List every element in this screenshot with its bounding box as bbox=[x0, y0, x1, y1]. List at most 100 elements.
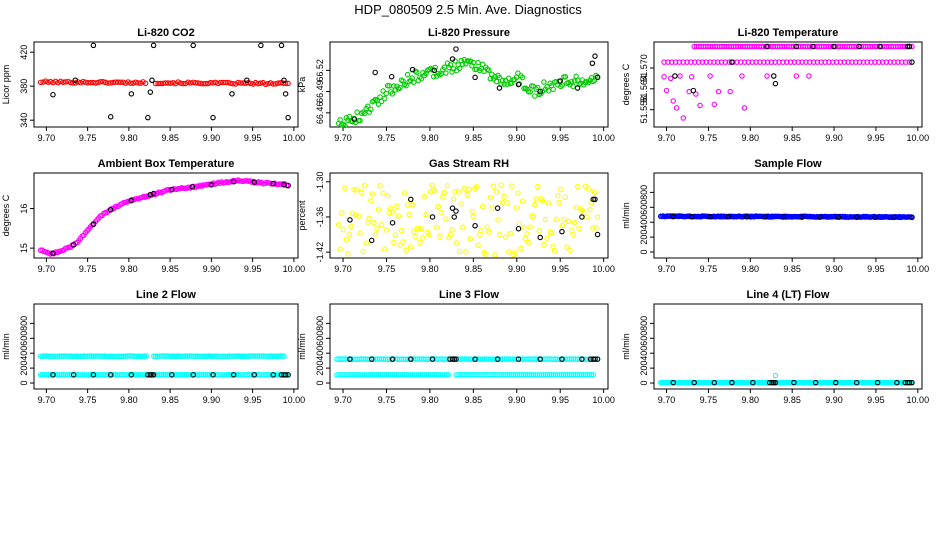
panel5-point-main bbox=[570, 231, 576, 238]
panel5-point-main bbox=[400, 239, 406, 245]
panel9-point-outliers bbox=[691, 379, 697, 386]
panel3-x-tick-label: 10.00 bbox=[907, 133, 930, 143]
panel7-point-upper bbox=[192, 353, 199, 360]
panel4-point-outliers bbox=[270, 180, 276, 187]
panel2-point-outliers bbox=[453, 46, 459, 52]
panel7-point-upper bbox=[158, 353, 165, 359]
panel7-point-upper bbox=[249, 353, 255, 359]
panel5-point-main bbox=[507, 230, 514, 237]
panel3-point-mid bbox=[707, 59, 713, 65]
panel4-y-axis-label: degrees C bbox=[1, 194, 11, 236]
panel5-point-main bbox=[421, 193, 428, 200]
panel3-point-mid bbox=[741, 59, 748, 65]
panel5-point-main bbox=[342, 185, 348, 192]
panel3-point-mid bbox=[879, 59, 886, 65]
panel5-point-main bbox=[490, 183, 497, 189]
panel5-point-main bbox=[371, 219, 377, 226]
panel5-x-tick-label: 9.75 bbox=[378, 264, 396, 274]
panel5-point-main bbox=[481, 249, 487, 256]
panel7-point-lower bbox=[37, 372, 44, 378]
panel1-point-main bbox=[82, 79, 89, 85]
panel2-point-outliers bbox=[409, 66, 416, 73]
panel1-y-tick-label: 340 bbox=[19, 113, 29, 128]
panel7-point-lower bbox=[220, 372, 226, 378]
panel1-point-main bbox=[132, 79, 139, 85]
panel5-point-main bbox=[486, 229, 492, 235]
panel3-point-scatter bbox=[711, 101, 718, 108]
panel7-point-upper bbox=[171, 353, 178, 360]
panel1-point-outliers bbox=[210, 114, 216, 121]
panel9-y-tick-label: 0 bbox=[639, 381, 649, 386]
panel5-point-outliers bbox=[451, 214, 457, 220]
panel7-point-outliers bbox=[251, 372, 258, 378]
panel9-point-outliers bbox=[771, 379, 777, 386]
panel4-point-outliers bbox=[128, 197, 135, 204]
panel9-point-outliers bbox=[791, 379, 797, 386]
panel5-point-outliers bbox=[453, 208, 459, 214]
panel7-point-lower bbox=[99, 371, 105, 378]
panel1-point-main bbox=[257, 80, 264, 86]
panel7-point-upper bbox=[239, 353, 246, 359]
panel8-point-outliers bbox=[515, 356, 522, 362]
panel3-point-mid bbox=[726, 59, 732, 65]
panel7-point-upper bbox=[271, 353, 278, 359]
panel3-point-mid bbox=[860, 59, 867, 65]
panel1-point-main bbox=[162, 80, 169, 86]
panel5-x-tick-label: 9.70 bbox=[334, 264, 352, 274]
panel1-point-main bbox=[165, 80, 171, 86]
panel5-point-main bbox=[535, 183, 541, 190]
panel3-plot-frame bbox=[653, 41, 923, 128]
panel3-point-mid bbox=[661, 59, 667, 65]
panel5-point-main bbox=[532, 201, 538, 208]
panel2-point-main bbox=[378, 98, 385, 105]
panel1-point-main bbox=[240, 80, 246, 86]
panel3-point-outliers bbox=[771, 73, 777, 79]
panel1-point-outliers bbox=[145, 114, 151, 121]
panel7-point-upper bbox=[220, 353, 227, 359]
panel7-title: Line 2 Flow bbox=[136, 289, 196, 301]
panel5-point-main bbox=[391, 239, 397, 246]
panel7-point-upper bbox=[181, 353, 187, 359]
panel5-point-main bbox=[484, 224, 491, 230]
panel6-point-outliers bbox=[707, 213, 713, 220]
panel7-point-upper bbox=[209, 353, 216, 360]
panel5-point-main bbox=[395, 213, 402, 219]
panel2-x-tick-label: 9.85 bbox=[465, 133, 483, 143]
panel2-point-main bbox=[559, 82, 566, 88]
panel5-point-main bbox=[527, 224, 533, 230]
panel2-point-main bbox=[505, 75, 512, 82]
panel1-point-main bbox=[170, 80, 176, 86]
panel3-point-mid bbox=[887, 59, 894, 65]
panel3-point-mid bbox=[822, 59, 828, 65]
panel5-point-main bbox=[544, 235, 550, 241]
panel7-point-lower bbox=[135, 372, 142, 378]
panel2-point-outliers bbox=[574, 85, 581, 91]
panel3-point-outliers bbox=[672, 73, 678, 79]
panel5-point-main bbox=[516, 220, 523, 227]
panel9-y-tick-label: 600 bbox=[639, 331, 649, 346]
panel3-point-mid bbox=[780, 59, 786, 65]
panel7-point-upper bbox=[69, 353, 76, 360]
panel1-point-outliers bbox=[282, 91, 289, 97]
panel1-point-main bbox=[175, 79, 181, 85]
panel5-point-main bbox=[369, 191, 376, 197]
panel2-point-main bbox=[541, 79, 547, 85]
panel7-point-lower bbox=[53, 371, 59, 378]
panel2-point-main bbox=[447, 62, 454, 68]
panel5-point-main bbox=[403, 247, 409, 254]
panel1-point-main bbox=[180, 80, 186, 87]
panel2-plot-frame bbox=[329, 41, 609, 128]
panel7-point-upper bbox=[118, 353, 125, 360]
panel4-y-tick-label: 16 bbox=[19, 204, 29, 214]
panel5-point-main bbox=[565, 218, 572, 225]
panel8-point-outliers bbox=[494, 356, 501, 362]
panel7-point-upper bbox=[260, 353, 266, 359]
panel3-point-scatter bbox=[739, 73, 745, 79]
panel7-point-lower bbox=[152, 372, 159, 378]
panel5-point-main bbox=[576, 225, 582, 232]
panel3-point-mid bbox=[745, 59, 752, 65]
panel5-point-main bbox=[407, 244, 414, 250]
panel7-point-lower bbox=[241, 372, 247, 378]
panel7-point-upper bbox=[71, 353, 78, 359]
panel7-point-lower bbox=[183, 371, 190, 378]
